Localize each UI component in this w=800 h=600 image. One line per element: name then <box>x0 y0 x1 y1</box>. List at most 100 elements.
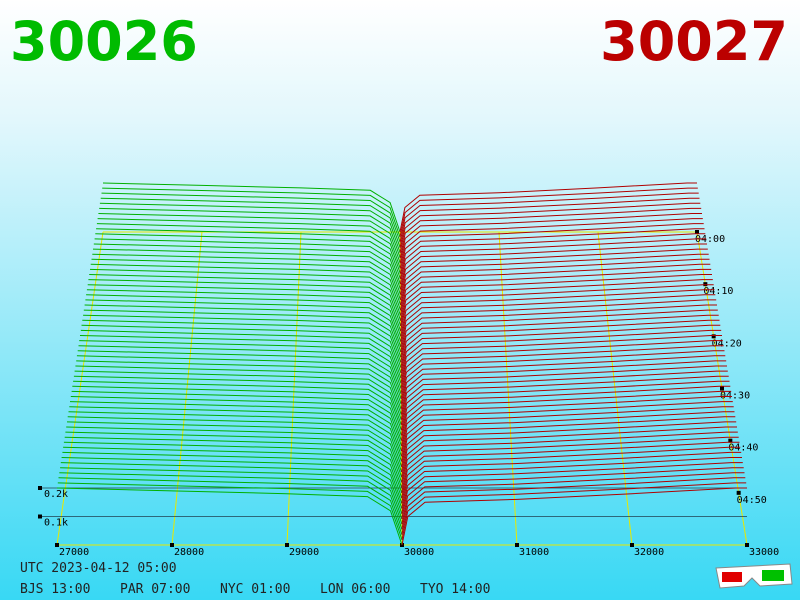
depth-line <box>73 375 402 431</box>
time-tick-label: 04:20 <box>712 338 742 349</box>
tick-marker <box>728 438 733 443</box>
depth-line <box>401 441 740 499</box>
tick-marker <box>285 543 289 547</box>
depth-line <box>65 431 403 488</box>
depth-line <box>83 309 402 363</box>
y-tick-label: 0.2k <box>44 489 68 500</box>
depth-line <box>61 457 403 514</box>
depth-line <box>400 289 715 342</box>
depth-line <box>399 197 700 248</box>
depth-line <box>92 253 401 306</box>
depth-line <box>92 248 401 300</box>
depth-line <box>74 370 402 426</box>
depth-line <box>82 319 402 374</box>
depth-line <box>400 380 730 436</box>
depth-line <box>100 197 401 248</box>
x-tick-label: 31000 <box>519 547 549 558</box>
depth-line <box>95 233 401 285</box>
depth-line <box>401 462 743 519</box>
depth-line <box>84 304 402 358</box>
depth-line <box>400 396 732 452</box>
depth-line <box>400 345 724 399</box>
depth-line <box>86 294 402 347</box>
tick-marker <box>720 386 724 391</box>
depth-line <box>400 284 714 337</box>
depth-line <box>69 401 402 457</box>
depth-line <box>400 314 719 368</box>
depth-line <box>400 385 731 441</box>
depth-line <box>102 182 401 233</box>
depth-line <box>73 380 402 436</box>
depth-line <box>401 446 741 504</box>
depth-line <box>401 406 734 462</box>
depth-line <box>63 446 403 504</box>
depth-line <box>94 238 401 290</box>
depth-line <box>89 274 402 327</box>
depth-line <box>88 279 402 332</box>
depth-line <box>400 360 727 415</box>
depth-line <box>401 436 739 493</box>
depth-line <box>96 228 401 280</box>
depth-line <box>102 187 401 238</box>
depth-line <box>60 462 403 520</box>
depth-line <box>400 304 717 358</box>
x-tick-label: 32000 <box>634 547 664 558</box>
time-tick-label: 04:10 <box>703 286 733 297</box>
depth-line <box>72 385 402 441</box>
depth-line <box>400 401 733 457</box>
depth-line <box>101 192 401 243</box>
depth-line <box>96 223 401 274</box>
depth-line <box>91 258 401 311</box>
tick-marker <box>55 543 59 547</box>
depth-line <box>399 238 707 290</box>
depth-line <box>401 431 738 488</box>
depth-line <box>98 213 401 264</box>
depth-line <box>85 299 402 353</box>
depth-line <box>401 472 745 530</box>
tick-marker <box>703 282 708 287</box>
depth-line <box>79 340 402 394</box>
clock-label: LON 06:00 <box>320 582 390 597</box>
x-tick-label: 33000 <box>749 547 779 558</box>
clock-label: TYO 14:00 <box>420 582 490 597</box>
grid-line <box>56 231 104 546</box>
clock-label: PAR 07:00 <box>120 582 190 597</box>
time-tick-label: 04:50 <box>737 495 767 506</box>
depth-line <box>56 487 403 546</box>
y-tick-label: 0.1k <box>44 518 68 529</box>
depth-line <box>400 268 712 321</box>
grid-line <box>171 231 203 546</box>
depth-line <box>400 279 713 332</box>
depth-line <box>400 294 716 347</box>
depth-line <box>81 324 402 379</box>
depth-line <box>399 223 704 274</box>
x-tick-label: 30000 <box>404 547 434 558</box>
tick-marker <box>745 543 749 547</box>
grid-line <box>498 231 518 546</box>
depth-line <box>400 263 711 316</box>
depth-line <box>58 477 403 535</box>
depth-line <box>401 477 746 535</box>
depth-line <box>90 263 401 316</box>
tick-marker <box>515 543 519 547</box>
depth-line <box>399 233 706 285</box>
depth-line <box>399 228 705 279</box>
depth-line <box>87 284 402 337</box>
x-tick-label: 28000 <box>174 547 204 558</box>
depth-line <box>79 335 402 389</box>
grid-line <box>597 231 633 546</box>
depth-line <box>75 365 402 420</box>
depth-line <box>80 329 402 384</box>
x-tick-label: 27000 <box>59 547 89 558</box>
grid-line <box>286 231 302 546</box>
depth-line <box>400 365 727 420</box>
depth-line <box>399 192 699 243</box>
time-tick-label: 04:00 <box>695 234 725 245</box>
depth-line <box>66 426 403 483</box>
time-tick-label: 04:40 <box>728 443 758 454</box>
tick-marker <box>38 514 42 519</box>
depth-line <box>59 472 403 530</box>
depth-line <box>399 213 702 264</box>
